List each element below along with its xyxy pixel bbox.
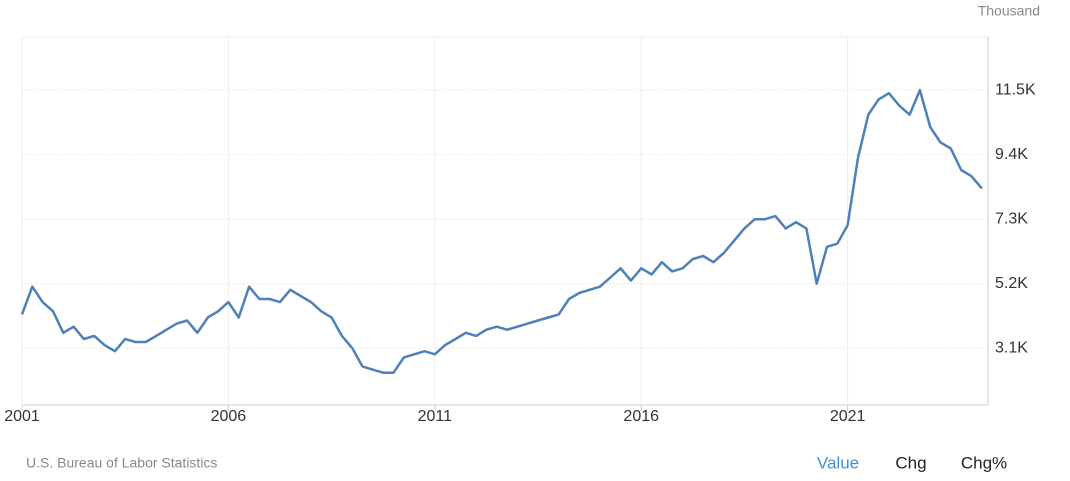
y-tick-label: 7.3K bbox=[995, 210, 1028, 227]
button-chg[interactable]: Chg bbox=[895, 453, 926, 472]
button-chg-pct[interactable]: Chg% bbox=[961, 453, 1007, 472]
y-tick-label: 3.1K bbox=[995, 339, 1028, 356]
x-tick-label: 2006 bbox=[211, 408, 247, 425]
button-value[interactable]: Value bbox=[817, 453, 859, 472]
unit-label: Thousand bbox=[978, 3, 1040, 19]
x-tick-label: 2016 bbox=[623, 408, 659, 425]
x-tick-label: 2021 bbox=[830, 408, 866, 425]
source: U.S. Bureau of Labor Statistics bbox=[26, 455, 217, 471]
x-tick-label: 2001 bbox=[4, 408, 40, 425]
y-tick-label: 9.4K bbox=[995, 146, 1028, 163]
y-tick-label: 5.2K bbox=[995, 275, 1028, 292]
line bbox=[20, 88, 983, 374]
x-tick-label: 2011 bbox=[418, 408, 453, 425]
y-tick-label: 11.5K bbox=[995, 81, 1036, 98]
